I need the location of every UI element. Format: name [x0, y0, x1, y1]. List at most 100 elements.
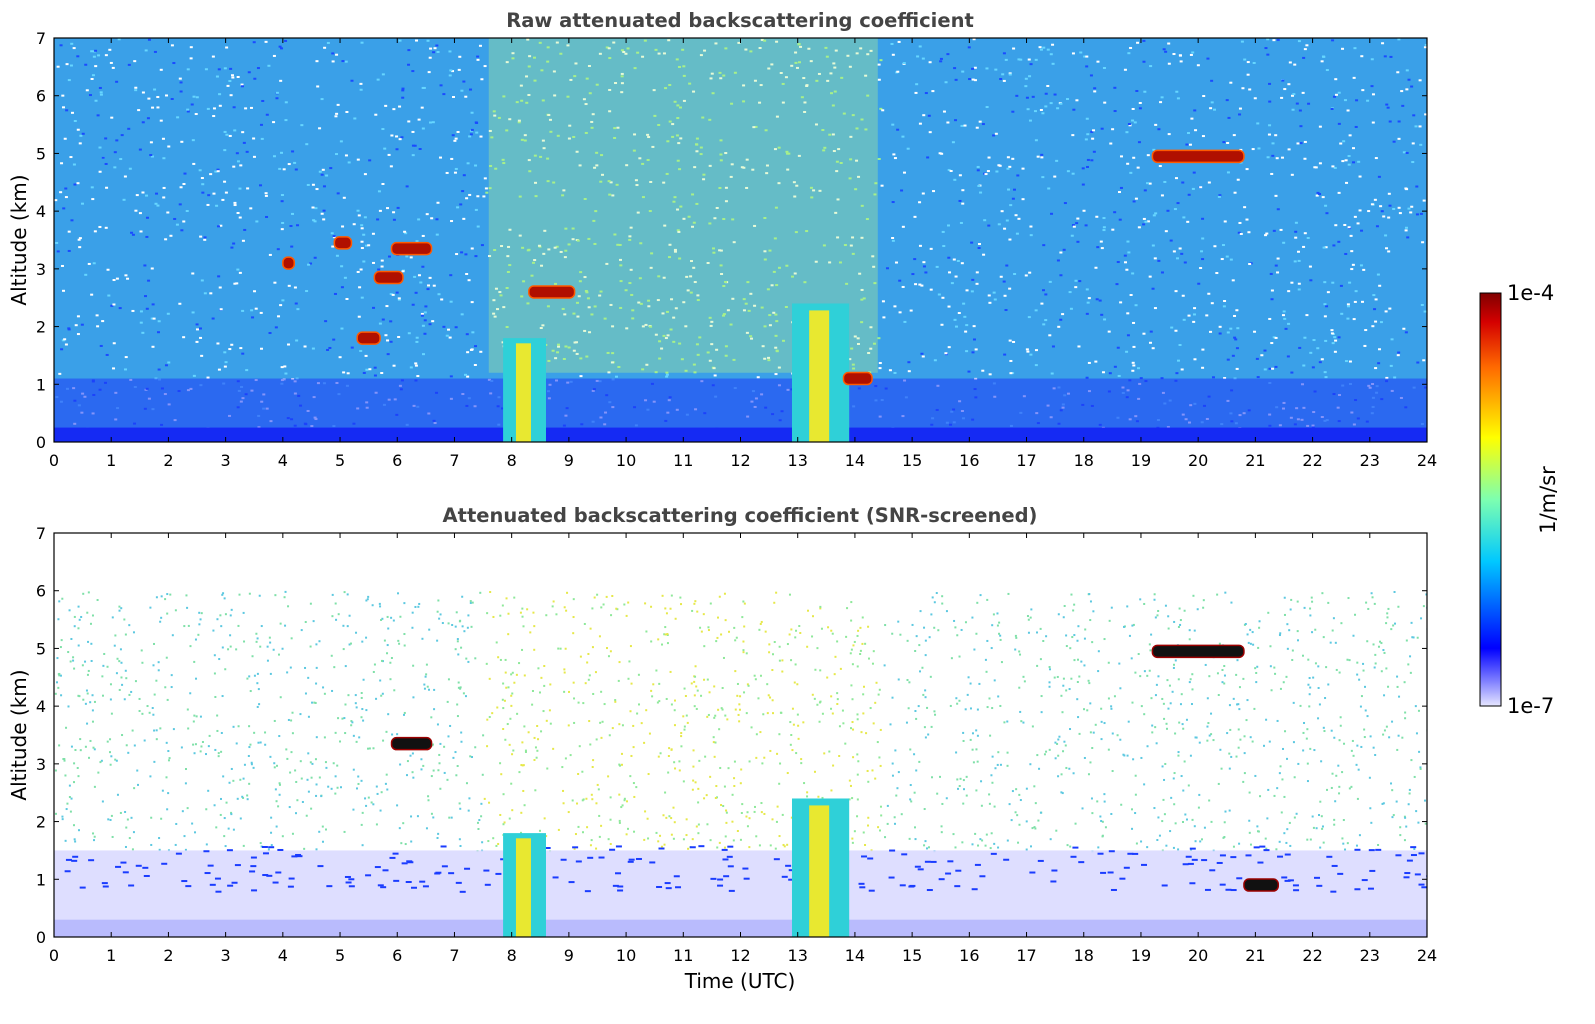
x-tick-label: 10 [616, 451, 636, 470]
noise-speck [65, 109, 68, 111]
signal-speck [200, 618, 202, 620]
noise-speck [1331, 332, 1334, 334]
noise-speck [179, 203, 182, 205]
noise-speck [353, 117, 356, 119]
signal-speck [214, 804, 216, 806]
signal-speck [141, 649, 143, 651]
boundary-layer-speck [1098, 853, 1104, 855]
signal-speck [630, 645, 632, 647]
signal-speck [830, 789, 832, 791]
signal-speck [1041, 695, 1043, 697]
noise-speck [374, 114, 377, 116]
boundary-layer-speck [553, 876, 559, 878]
signal-speck [997, 764, 999, 766]
noise-speck [1234, 192, 1237, 194]
noise-speck [1271, 298, 1274, 300]
noise-speck [1345, 360, 1348, 362]
noise-speck [207, 108, 210, 110]
noise-speck [147, 117, 150, 119]
noise-speck [269, 332, 272, 334]
signal-speck [718, 728, 720, 730]
noise-speck [1046, 85, 1049, 87]
noise-speck [1213, 109, 1216, 111]
signal-speck [109, 738, 111, 740]
boundary-layer-speck [1072, 847, 1078, 849]
noise-speck [1399, 212, 1402, 214]
noise-speck [968, 78, 971, 80]
signal-speck [845, 636, 847, 638]
noise-speck [386, 207, 389, 209]
noise-speck [129, 168, 132, 170]
signal-speck [117, 658, 119, 660]
noise-speck [229, 68, 232, 70]
noise-speck [1389, 205, 1392, 207]
signal-speck [897, 621, 899, 623]
noise-speck [230, 344, 233, 346]
signal-speck [65, 727, 67, 729]
noise-speck [440, 298, 443, 300]
signal-speck [116, 672, 118, 674]
noise-speck [1331, 108, 1334, 110]
signal-speck [921, 667, 923, 669]
signal-speck [697, 801, 699, 803]
signal-speck [1356, 745, 1358, 747]
noise-speck [339, 356, 342, 358]
signal-speck [1238, 728, 1240, 730]
noise-speck [1005, 59, 1008, 61]
signal-speck [249, 593, 251, 595]
noise-speck [417, 218, 420, 220]
signal-speck [120, 662, 122, 664]
noise-speck [106, 354, 109, 356]
signal-speck [675, 618, 677, 620]
noise-speck [1072, 52, 1075, 54]
signal-speck [356, 706, 358, 708]
signal-speck [155, 680, 157, 682]
noise-speck [889, 369, 892, 371]
noise-speck [1353, 318, 1356, 320]
noise-speck [249, 207, 252, 209]
noise-speck [387, 353, 390, 355]
signal-speck [1250, 643, 1252, 645]
noise-speck [1113, 211, 1116, 213]
signal-speck [1266, 817, 1268, 819]
noise-speck [1161, 194, 1164, 196]
noise-speck [1037, 156, 1040, 158]
signal-speck [973, 649, 975, 651]
noise-speck [334, 293, 337, 295]
signal-speck [1082, 807, 1084, 809]
noise-speck [253, 41, 256, 43]
signal-speck [513, 682, 515, 684]
signal-speck [499, 762, 501, 764]
noise-speck [179, 78, 182, 80]
signal-speck [1307, 780, 1309, 782]
signal-speck [710, 839, 712, 841]
noise-speck [180, 81, 183, 83]
signal-speck [668, 747, 670, 749]
signal-speck [1018, 650, 1020, 652]
signal-speck [376, 823, 378, 825]
signal-speck [703, 679, 705, 681]
noise-speck [82, 133, 85, 135]
signal-speck [925, 736, 927, 738]
signal-speck [183, 625, 185, 627]
signal-speck [1297, 630, 1299, 632]
noise-speck [1016, 174, 1019, 176]
signal-speck [990, 847, 992, 849]
signal-speck [715, 797, 717, 799]
signal-speck [117, 794, 119, 796]
signal-speck [296, 799, 298, 801]
signal-speck [1311, 601, 1313, 603]
signal-speck [789, 633, 791, 635]
signal-speck [1189, 681, 1191, 683]
signal-speck [693, 749, 695, 751]
signal-speck [1007, 593, 1009, 595]
noise-speck [1054, 94, 1057, 96]
signal-speck [489, 678, 491, 680]
signal-speck [1363, 729, 1365, 731]
signal-speck [673, 838, 675, 840]
noise-speck [1007, 156, 1010, 158]
signal-speck [1259, 620, 1261, 622]
signal-speck [986, 671, 988, 673]
signal-speck [1063, 741, 1065, 743]
signal-speck [412, 777, 414, 779]
